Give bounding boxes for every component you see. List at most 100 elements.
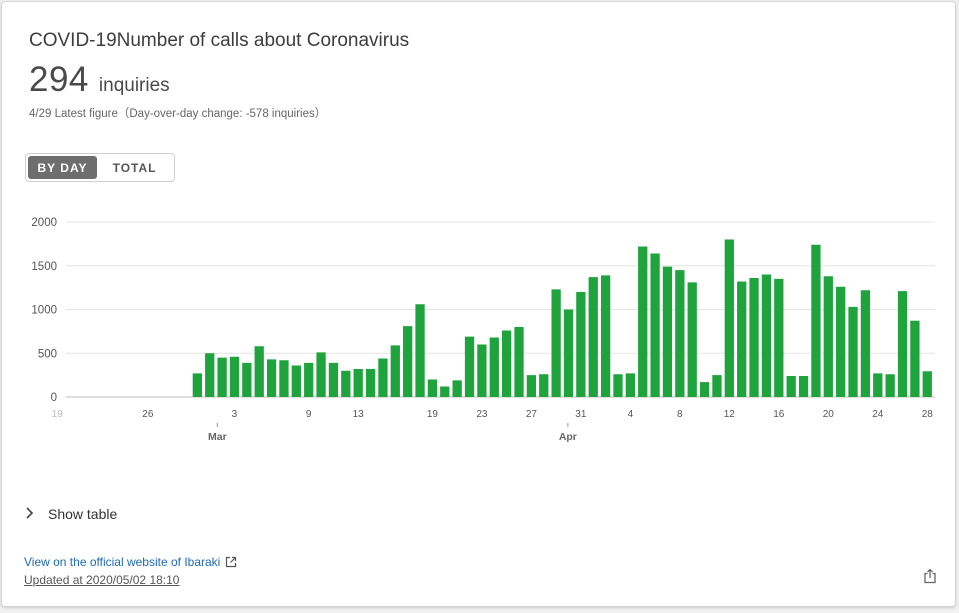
bar[interactable] (526, 375, 537, 397)
count-unit: inquiries (98, 75, 170, 96)
official-website-link[interactable]: View on the official website of Ibaraki (24, 555, 237, 569)
bar[interactable] (378, 358, 388, 398)
official-website-label: View on the official website of Ibaraki (24, 555, 221, 569)
x-tick-label: 13 (353, 409, 365, 420)
bar[interactable] (576, 292, 586, 397)
bar[interactable] (823, 276, 833, 397)
bar[interactable] (539, 374, 549, 397)
bar[interactable] (440, 386, 450, 398)
bar[interactable] (279, 360, 289, 397)
card-title: COVID-19Number of calls about Coronaviru… (29, 30, 410, 51)
bar[interactable] (724, 239, 734, 398)
bar[interactable] (415, 304, 425, 397)
x-tick-label: 31 (575, 409, 587, 420)
bar[interactable] (910, 320, 920, 397)
bar[interactable] (848, 306, 858, 397)
bar[interactable] (514, 327, 524, 397)
latest-figure-note: 4/29 Latest figure（Day-over-day change: … (29, 108, 327, 120)
x-tick-label: 16 (773, 409, 785, 420)
bar[interactable] (192, 373, 202, 397)
bar[interactable] (873, 373, 883, 397)
y-tick-label: 1000 (31, 305, 57, 317)
bar[interactable] (638, 246, 648, 398)
chevron-right-icon (24, 506, 34, 522)
bar[interactable] (625, 373, 635, 397)
x-tick-label: 19 (427, 409, 439, 420)
external-link-icon (226, 556, 237, 568)
bar[interactable] (229, 356, 240, 397)
x-tick-label: 9 (306, 409, 312, 420)
x-tick-label: 4 (628, 409, 634, 420)
bar[interactable] (836, 286, 846, 397)
x-tick-label: 28 (922, 409, 934, 420)
bar[interactable] (452, 380, 462, 397)
share-icon[interactable] (923, 568, 937, 589)
bar[interactable] (860, 290, 871, 397)
y-tick-label: 0 (51, 392, 57, 404)
bar[interactable] (502, 330, 512, 398)
bar[interactable] (403, 326, 413, 397)
bar[interactable] (749, 278, 759, 397)
bar[interactable] (254, 346, 264, 397)
bar[interactable] (390, 345, 400, 397)
bar[interactable] (675, 270, 685, 397)
bar[interactable] (588, 277, 598, 397)
bar-chart: 0 500 1000 1500 2000 19 26 3 9 13 19 23 27 31 4 8 12 16 20… (31, 217, 935, 443)
x-tick-label: 12 (724, 409, 736, 420)
bar[interactable] (811, 244, 821, 397)
bar[interactable] (600, 275, 611, 397)
bar[interactable] (650, 253, 660, 398)
x-tick-label: 24 (872, 409, 884, 420)
bar[interactable] (563, 309, 574, 398)
bar[interactable] (427, 379, 438, 398)
bar[interactable] (477, 344, 487, 398)
x-tick-label: 8 (677, 409, 683, 420)
y-tick-label: 1500 (31, 261, 57, 273)
by-day-button[interactable]: BY DAY (28, 156, 98, 179)
y-tick-label: 500 (38, 348, 57, 360)
x-tick-label: 19 (52, 409, 64, 420)
show-table-label: Show table (48, 506, 118, 522)
x-tick-label: 26 (142, 409, 154, 420)
show-table-toggle[interactable]: Show table (24, 506, 117, 522)
bar[interactable] (316, 352, 326, 397)
bar[interactable] (798, 376, 809, 397)
bar[interactable] (613, 374, 623, 397)
latest-count: 294 (29, 60, 89, 99)
bar[interactable] (291, 365, 301, 398)
bar[interactable] (365, 369, 376, 397)
bar[interactable] (662, 266, 673, 397)
bar[interactable] (205, 353, 215, 397)
bar[interactable] (551, 289, 561, 397)
bar[interactable] (786, 376, 796, 397)
month-label: Apr (559, 431, 577, 443)
x-tick-label: 20 (823, 409, 835, 420)
bar[interactable] (885, 374, 895, 397)
bar[interactable] (217, 357, 227, 397)
bar[interactable] (464, 336, 475, 397)
bar[interactable] (304, 362, 314, 397)
month-label: Mar (208, 431, 227, 443)
bar[interactable] (687, 282, 697, 397)
x-tick-label: 23 (476, 409, 488, 420)
headline-value: 294 inquiries (29, 60, 170, 100)
bar[interactable] (712, 375, 722, 397)
total-button[interactable]: TOTAL (112, 160, 157, 175)
bar[interactable] (328, 362, 339, 397)
bar[interactable] (761, 274, 772, 398)
x-tick-label: 27 (526, 409, 538, 420)
x-tick-label: 3 (232, 409, 238, 420)
bar[interactable] (266, 359, 277, 397)
y-tick-label: 2000 (31, 217, 57, 229)
bar[interactable] (699, 382, 710, 397)
bar[interactable] (774, 278, 784, 397)
bar[interactable] (353, 369, 363, 397)
view-toggle: BY DAY TOTAL (25, 153, 175, 182)
bar[interactable] (737, 281, 747, 398)
bar[interactable] (341, 370, 351, 397)
bar[interactable] (897, 291, 908, 397)
bar[interactable] (242, 362, 252, 397)
bar[interactable] (922, 371, 932, 397)
bar[interactable] (489, 337, 499, 398)
updated-timestamp: Updated at 2020/05/02 18:10 (24, 573, 180, 587)
